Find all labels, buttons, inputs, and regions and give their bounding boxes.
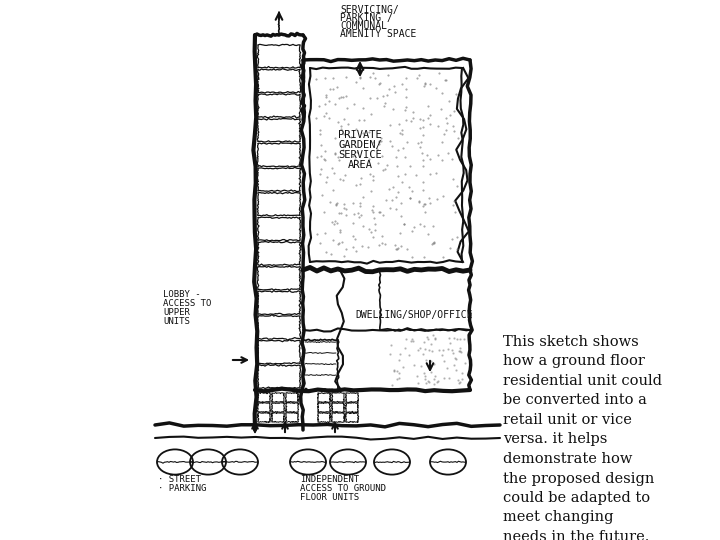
Text: GARDEN/: GARDEN/ xyxy=(338,140,382,150)
Text: SERVICING/: SERVICING/ xyxy=(340,5,399,15)
Text: AMENITY SPACE: AMENITY SPACE xyxy=(340,29,416,39)
Text: FLOOR UNITS: FLOOR UNITS xyxy=(300,493,359,502)
Text: · PARKING: · PARKING xyxy=(158,484,207,493)
Text: LOBBY -: LOBBY - xyxy=(163,290,201,299)
Text: This sketch shows
how a ground floor
residential unit could
be converted into a
: This sketch shows how a ground floor res… xyxy=(503,335,662,540)
Text: AREA: AREA xyxy=(348,160,372,170)
Text: DWELLING/SHOP/OFFICE: DWELLING/SHOP/OFFICE xyxy=(355,310,472,320)
Text: UPPER: UPPER xyxy=(163,308,190,317)
Text: · STREET: · STREET xyxy=(158,475,201,484)
Text: SERVICE: SERVICE xyxy=(338,150,382,160)
Text: PARKING /: PARKING / xyxy=(340,13,393,23)
Text: ACCESS TO GROUND: ACCESS TO GROUND xyxy=(300,484,386,493)
Text: ACCESS TO: ACCESS TO xyxy=(163,299,212,308)
Text: INDEPENDENT: INDEPENDENT xyxy=(300,475,359,484)
Text: UNITS: UNITS xyxy=(163,317,190,326)
Text: COMMUNAL: COMMUNAL xyxy=(340,21,387,31)
Text: PRIVATE: PRIVATE xyxy=(338,130,382,140)
